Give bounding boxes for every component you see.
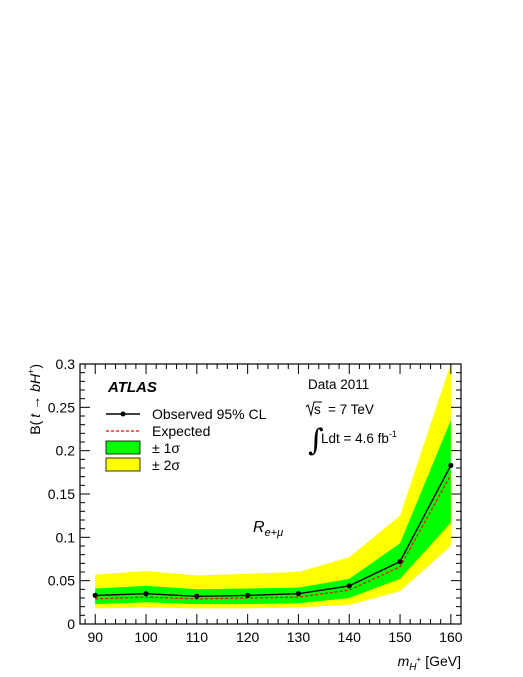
observed-point <box>346 583 352 589</box>
dataset-label: Data 2011 <box>308 377 369 392</box>
x-tick-label: 110 <box>186 629 209 645</box>
legend-1sigma-swatch <box>105 440 141 455</box>
observed-point <box>194 593 200 599</box>
band-2sigma <box>95 364 451 609</box>
legend-expected-label: Expected <box>152 423 210 439</box>
y-tick-label: 0.25 <box>48 399 75 415</box>
legend: Observed 95% CL Expected ± 1σ ± 2σ <box>105 406 267 473</box>
observed-point <box>397 559 403 565</box>
y-axis-title: B(t→bH+) <box>26 364 43 435</box>
legend-2sigma-swatch <box>105 457 141 472</box>
y-tick-label: 0.05 <box>48 573 75 589</box>
observed-limit-line <box>95 465 452 598</box>
legend-observed-label: Observed 95% CL <box>152 406 267 422</box>
x-tick-labels: 90 100 110 120 130 140 150 160 <box>87 629 462 645</box>
x-tick-label: 140 <box>338 629 362 645</box>
energy-value: = 7 TeV <box>328 402 374 417</box>
expected-limit-line <box>95 474 452 600</box>
x-tick-label: 160 <box>439 629 463 645</box>
x-tick-label: 100 <box>134 629 158 645</box>
x-tick-label: 150 <box>388 629 412 645</box>
legend-observed-marker <box>120 411 126 417</box>
plot-frame <box>79 363 462 625</box>
observed-point <box>448 462 454 468</box>
integral-symbol: ∫ <box>308 423 324 458</box>
axis-ticks <box>80 363 462 625</box>
y-tick-label: 0.2 <box>56 443 76 459</box>
observed-point <box>295 591 302 597</box>
uncertainty-bands <box>95 364 451 609</box>
x-tick-label: 120 <box>236 629 260 645</box>
y-tick-labels: 0 0.05 0.1 0.15 0.2 0.25 0.3 <box>48 356 75 632</box>
y-tick-label: 0.3 <box>56 356 76 372</box>
luminosity-value: Ldt = 4.6 fb-1 <box>321 429 397 446</box>
x-axis-title: mH+ [GeV] <box>398 653 461 673</box>
x-tick-label: 130 <box>287 629 311 645</box>
observed-point <box>92 592 98 599</box>
y-tick-label: 0 <box>67 616 75 632</box>
x-tick-label: 90 <box>87 629 103 645</box>
experiment-label: ATLAS <box>107 379 157 396</box>
energy-label: s = 7 TeV <box>305 401 374 417</box>
legend-1sigma-label: ± 1σ <box>152 440 180 456</box>
energy-sqrt-var: s <box>314 402 321 417</box>
channel-label: Re+μ <box>253 519 283 539</box>
y-tick-label: 0.1 <box>56 529 76 545</box>
limit-lines <box>92 462 454 600</box>
legend-2sigma-label: ± 2σ <box>152 457 180 473</box>
y-tick-label: 0.15 <box>48 486 75 502</box>
luminosity-label: ∫ Ldt = 4.6 fb-1 <box>308 423 397 458</box>
sqrt-symbol <box>305 401 322 417</box>
observed-point <box>245 592 251 599</box>
observed-point <box>143 591 149 597</box>
